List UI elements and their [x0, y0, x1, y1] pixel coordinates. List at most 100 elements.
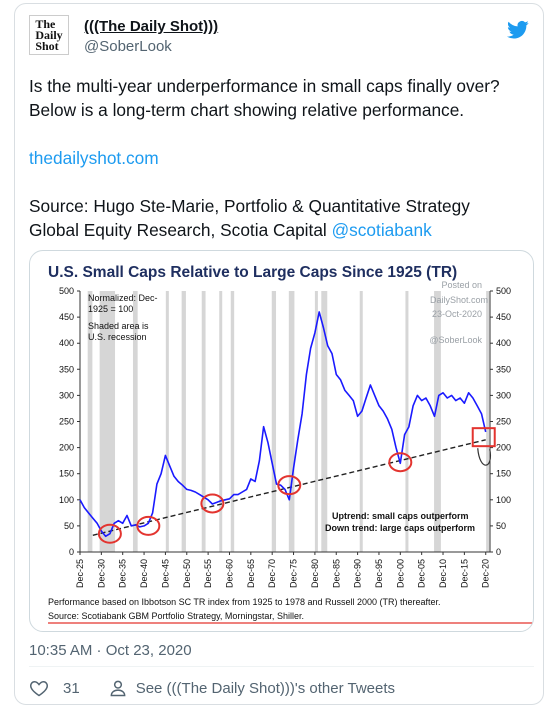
chart-footer-2: Source: Scotiabank GBM Portfolio Strateg…: [48, 611, 304, 621]
x-tick-label: Dec-25: [75, 559, 85, 588]
tweet-actions: 31 See (((The Daily Shot)))'s other Twee…: [29, 676, 395, 700]
x-tick-label: Dec-90: [353, 559, 363, 588]
highlight-circle: [200, 493, 225, 514]
divider: [29, 666, 534, 667]
recession-band: [165, 291, 169, 552]
y-tick-label-right: 400: [496, 338, 511, 348]
recession-band: [288, 291, 295, 552]
chart-title: U.S. Small Caps Relative to Large Caps S…: [48, 264, 457, 281]
chart-note-1: Normalized: Dec-1925 = 100: [88, 293, 158, 314]
source-text: Source: Hugo Ste-Marie, Portfolio & Quan…: [29, 196, 470, 240]
series-line: [79, 311, 487, 538]
tweet-card: The Daily Shot (((The Daily Shot))) @Sob…: [14, 3, 544, 705]
recession-band: [201, 291, 206, 552]
x-tick-label: Dec-75: [289, 559, 299, 588]
x-tick-label: Dec-50: [182, 559, 192, 588]
legend-uptrend: Uptrend: small caps outperform: [332, 511, 469, 521]
recession-band: [486, 291, 490, 552]
recession-band: [321, 291, 328, 552]
y-tick-label-right: 450: [496, 312, 511, 322]
recession-band: [405, 291, 409, 552]
recession-band: [219, 291, 223, 552]
x-tick-label: Dec-60: [224, 559, 234, 588]
chart-watermark: Posted on DailyShot.com 23-Oct-2020 @Sob…: [429, 280, 488, 345]
y-tick-label-right: 200: [496, 443, 511, 453]
user-handle[interactable]: @SoberLook: [84, 38, 172, 55]
recession-band: [314, 291, 318, 552]
x-tick-label: Dec-95: [374, 559, 384, 588]
y-tick-label-left: 0: [69, 547, 74, 557]
watermark-line-1: Posted on: [441, 280, 482, 290]
y-tick-label-right: 0: [496, 547, 501, 557]
mention-link[interactable]: @scotiabank: [331, 220, 432, 240]
see-other-tweets-link[interactable]: See (((The Daily Shot)))'s other Tweets: [135, 679, 396, 697]
y-tick-label-right: 350: [496, 364, 511, 374]
heart-icon[interactable]: [29, 678, 49, 698]
y-tick-label-right: 50: [496, 521, 506, 531]
x-tick-label: Dec-65: [246, 559, 256, 588]
recession-band: [181, 291, 186, 552]
chart-footer-1: Performance based on Ibbotson SC TR inde…: [48, 597, 441, 607]
x-tick-label: Dec-80: [310, 559, 320, 588]
x-tick-label: Dec-45: [160, 559, 170, 588]
recession-band: [434, 291, 441, 552]
person-icon[interactable]: [108, 678, 128, 698]
recession-band: [271, 291, 277, 552]
highlight-circle: [277, 475, 302, 496]
x-tick-label: Dec-10: [438, 559, 448, 588]
y-tick-label-left: 350: [59, 364, 74, 374]
x-tick-label: Dec-85: [331, 559, 341, 588]
x-tick-label: Dec-55: [203, 559, 213, 588]
y-tick-label-left: 500: [59, 286, 74, 296]
recession-band: [132, 291, 138, 552]
x-tick-label: Dec-35: [118, 559, 128, 588]
watermark-line-3: 23-Oct-2020: [432, 309, 482, 319]
relative-performance-chart: U.S. Small Caps Relative to Large Caps S…: [48, 264, 533, 624]
watermark-line-2: DailyShot.com: [430, 295, 488, 305]
recession-band: [359, 291, 363, 552]
avatar[interactable]: The Daily Shot: [29, 15, 69, 55]
tweet-timestamp[interactable]: 10:35 AM · Oct 23, 2020: [29, 642, 192, 659]
tweet-text-intro: Is the multi-year underperformance in sm…: [29, 76, 500, 120]
avatar-logo: The Daily Shot: [35, 16, 63, 53]
tweet-link[interactable]: thedailyshot.com: [29, 148, 159, 168]
x-tick-label: Dec-05: [417, 559, 427, 588]
tweet-text: Is the multi-year underperformance in sm…: [29, 74, 534, 266]
y-tick-label-left: 250: [59, 417, 74, 427]
y-tick-label-left: 50: [64, 521, 74, 531]
y-tick-label-left: 100: [59, 495, 74, 505]
like-count[interactable]: 31: [63, 679, 80, 697]
y-tick-label-right: 500: [496, 286, 511, 296]
highlight-circle: [136, 515, 161, 536]
display-name[interactable]: (((The Daily Shot))): [84, 18, 219, 35]
y-tick-label-right: 150: [496, 469, 511, 479]
highlight-circle: [388, 452, 413, 473]
x-tick-label: Dec-15: [459, 559, 469, 588]
y-tick-label-left: 200: [59, 443, 74, 453]
x-tick-label: Dec-70: [267, 559, 277, 588]
tweet-text-source: Source: Hugo Ste-Marie, Portfolio & Quan…: [29, 194, 534, 242]
y-tick-label-left: 300: [59, 390, 74, 400]
twitter-bird-icon[interactable]: [507, 20, 529, 40]
y-tick-label-right: 250: [496, 417, 511, 427]
x-tick-label: Dec-30: [96, 559, 106, 588]
recession-band: [87, 291, 93, 552]
recession-band: [230, 291, 235, 552]
x-tick-label: Dec-40: [139, 559, 149, 588]
recession-band: [99, 291, 116, 552]
highlight-box: [471, 427, 496, 448]
x-tick-label: Dec-20: [481, 559, 491, 588]
watermark-line-4: @SoberLook: [429, 335, 482, 345]
chart-image[interactable]: U.S. Small Caps Relative to Large Caps S…: [29, 250, 534, 632]
x-tick-label: Dec-00: [395, 559, 405, 588]
y-tick-label-left: 150: [59, 469, 74, 479]
chart-note-2: Shaded area is U.S. recession: [88, 321, 149, 342]
y-tick-label-left: 450: [59, 312, 74, 322]
legend-downtrend: Down trend: large caps outperform: [325, 523, 475, 533]
trend-line: [92, 439, 486, 536]
y-tick-label-right: 100: [496, 495, 511, 505]
y-tick-label-left: 400: [59, 338, 74, 348]
curve-arrow: [477, 448, 492, 466]
y-tick-label-right: 300: [496, 390, 511, 400]
highlight-circle: [97, 523, 122, 544]
